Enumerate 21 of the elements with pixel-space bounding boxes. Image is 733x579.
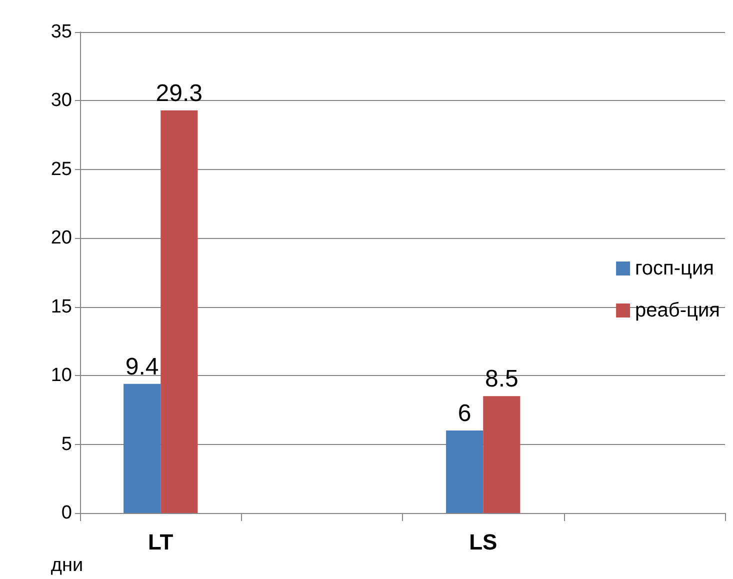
data-label: 9.4 bbox=[125, 353, 159, 380]
y-tick-label: 30 bbox=[50, 90, 72, 112]
legend-label: реаб-ция bbox=[635, 300, 720, 322]
data-label: 29.3 bbox=[156, 80, 203, 107]
y-axis-title: дни bbox=[50, 555, 84, 576]
y-tick-label: 0 bbox=[61, 502, 72, 524]
y-tick-label: 10 bbox=[50, 365, 72, 386]
y-tick-label: 5 bbox=[61, 434, 72, 455]
x-tick-label: LT bbox=[148, 530, 174, 554]
bar bbox=[483, 396, 520, 513]
bar bbox=[124, 384, 161, 513]
data-label: 6 bbox=[458, 400, 472, 428]
legend-label: госп-ция bbox=[635, 258, 714, 280]
y-tick-label: 15 bbox=[50, 296, 72, 318]
y-tick-label: 35 bbox=[50, 22, 72, 42]
bar bbox=[446, 430, 484, 513]
data-label: 8.5 bbox=[484, 366, 518, 393]
bar bbox=[160, 110, 198, 513]
x-tick-label: LS bbox=[469, 530, 498, 554]
y-tick-label: 25 bbox=[50, 158, 72, 180]
y-tick-label: 20 bbox=[50, 228, 72, 249]
